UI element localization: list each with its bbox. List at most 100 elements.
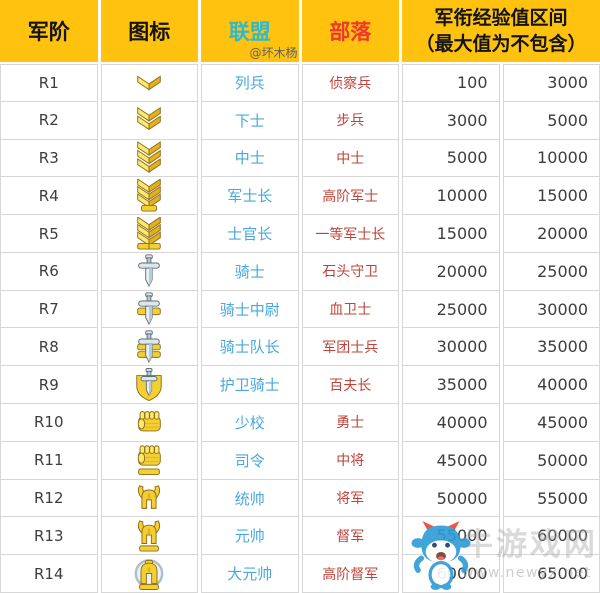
exp-max-cell: 5000 <box>502 101 600 140</box>
tribe-cell: 步兵 <box>301 101 399 140</box>
table-row: R2 下士 步兵 3000 5000 <box>0 101 600 140</box>
tribe-cell: 将军 <box>301 479 399 518</box>
exp-min-cell: 30000 <box>402 328 500 367</box>
table-row: R3 中士 中士 5000 10000 <box>0 139 600 178</box>
chevron-3-wide-bar-icon <box>100 215 198 253</box>
exp-min-cell: 35000 <box>402 366 500 405</box>
rank-cell: R5 <box>0 215 98 253</box>
alliance-cell: 少校 <box>201 404 299 442</box>
table-row: R11 司令 中将 45000 50000 <box>0 441 600 480</box>
table-row: R6 骑士 石头守卫 20000 25000 <box>0 252 600 291</box>
table-row: R1 列兵 侦察兵 100 3000 <box>0 64 600 102</box>
sword-icon <box>100 252 198 291</box>
tribe-cell: 血卫士 <box>301 290 399 329</box>
alliance-cell: 列兵 <box>201 64 299 102</box>
rank-cell: R6 <box>0 252 98 291</box>
table-row: R8 骑士队长 军团士兵 30000 35000 <box>0 328 600 367</box>
tribe-cell: 中士 <box>301 139 399 178</box>
exp-max-cell: 65000 <box>502 555 600 593</box>
rank-cell: R1 <box>0 64 98 102</box>
exp-max-cell: 30000 <box>502 290 600 329</box>
rank-cell: R14 <box>0 555 98 593</box>
alliance-cell: 骑士中尉 <box>201 290 299 329</box>
alliance-cell: 护卫骑士 <box>201 366 299 405</box>
header-tribe: 部落 <box>301 0 399 62</box>
alliance-cell: 军士长 <box>201 177 299 216</box>
table-row: R9 护卫骑士 百夫长 35000 40000 <box>0 366 600 405</box>
fist-bar-icon <box>100 441 198 480</box>
alliance-cell: 司令 <box>201 441 299 480</box>
tribe-cell: 一等军士长 <box>301 215 399 253</box>
header-icon-label: 图标 <box>128 20 171 44</box>
exp-min-cell: 5000 <box>402 139 500 178</box>
tribe-cell: 高阶军士 <box>301 177 399 216</box>
alliance-cell: 骑士队长 <box>201 328 299 367</box>
table-body: R1 列兵 侦察兵 100 3000 R2 下士 步兵 3000 5000 R3 中士 中士 5000 10… <box>0 64 600 593</box>
header-exp-line1: 军衔经验值区间 <box>434 7 568 29</box>
table-row: R4 军士长 高阶军士 10000 15000 <box>0 177 600 216</box>
rank-cell: R4 <box>0 177 98 216</box>
exp-min-cell: 50000 <box>402 479 500 518</box>
exp-min-cell: 100 <box>402 64 500 102</box>
rank-cell: R2 <box>0 101 98 140</box>
sword-bar-icon <box>100 290 198 329</box>
exp-max-cell: 55000 <box>502 479 600 518</box>
author-watermark: @坏木杨 <box>249 46 298 60</box>
exp-max-cell: 15000 <box>502 177 600 216</box>
exp-max-cell: 25000 <box>502 252 600 291</box>
exp-min-cell: 45000 <box>402 441 500 480</box>
chevron-1-icon <box>100 64 198 102</box>
tribe-cell: 高阶督军 <box>301 555 399 593</box>
table-header: 军阶 图标 联盟 @坏木杨 部落 军衔经验值区间 （最大值为不包含） <box>0 0 600 62</box>
tribe-cell: 军团士兵 <box>301 328 399 367</box>
tribe-cell: 督军 <box>301 517 399 556</box>
rank-cell: R12 <box>0 479 98 518</box>
alliance-cell: 士官长 <box>201 215 299 253</box>
helmet-icon <box>100 479 198 518</box>
table-row: R10 少校 勇士 40000 45000 <box>0 404 600 442</box>
table-row: R12 统帅 将军 50000 55000 <box>0 479 600 518</box>
rank-cell: R9 <box>0 366 98 405</box>
rank-cell: R13 <box>0 517 98 556</box>
rank-cell: R11 <box>0 441 98 480</box>
rank-cell: R8 <box>0 328 98 367</box>
header-tribe-label: 部落 <box>329 20 372 44</box>
sword-2bars-icon <box>100 328 198 367</box>
alliance-cell: 下士 <box>201 101 299 140</box>
table-row: R5 士官长 一等军士长 15000 20000 <box>0 215 600 253</box>
exp-max-cell: 3000 <box>502 64 600 102</box>
alliance-cell: 统帅 <box>201 479 299 518</box>
header-exp-range: 军衔经验值区间 （最大值为不包含） <box>402 0 600 62</box>
alliance-cell: 中士 <box>201 139 299 178</box>
header-rank: 军阶 <box>0 0 98 62</box>
exp-min-cell: 25000 <box>402 290 500 329</box>
exp-min-cell: 10000 <box>402 177 500 216</box>
exp-min-cell: 55000 <box>402 517 500 556</box>
header-icon: 图标 <box>100 0 198 62</box>
alliance-cell: 大元帅 <box>201 555 299 593</box>
exp-max-cell: 50000 <box>502 441 600 480</box>
rank-cell: R7 <box>0 290 98 329</box>
header-rank-label: 军阶 <box>27 20 70 44</box>
exp-max-cell: 40000 <box>502 366 600 405</box>
exp-min-cell: 60000 <box>402 555 500 593</box>
alliance-cell: 骑士 <box>201 252 299 291</box>
exp-max-cell: 45000 <box>502 404 600 442</box>
table-row: R7 骑士中尉 血卫士 25000 30000 <box>0 290 600 329</box>
sword-shield-icon <box>100 366 198 405</box>
header-alliance-label: 联盟 <box>228 20 271 44</box>
exp-min-cell: 3000 <box>402 101 500 140</box>
chevron-3-bar-icon <box>100 177 198 216</box>
exp-max-cell: 60000 <box>502 517 600 556</box>
tribe-cell: 中将 <box>301 441 399 480</box>
chevron-3-icon <box>100 139 198 178</box>
exp-max-cell: 10000 <box>502 139 600 178</box>
exp-min-cell: 40000 <box>402 404 500 442</box>
helmet-wreath-icon <box>100 555 198 593</box>
table-row: R13 元帅 督军 55000 60000 <box>0 517 600 556</box>
fist-icon <box>100 404 198 442</box>
exp-min-cell: 15000 <box>402 215 500 253</box>
tribe-cell: 石头守卫 <box>301 252 399 291</box>
header-exp-line2: （最大值为不包含） <box>415 33 587 55</box>
